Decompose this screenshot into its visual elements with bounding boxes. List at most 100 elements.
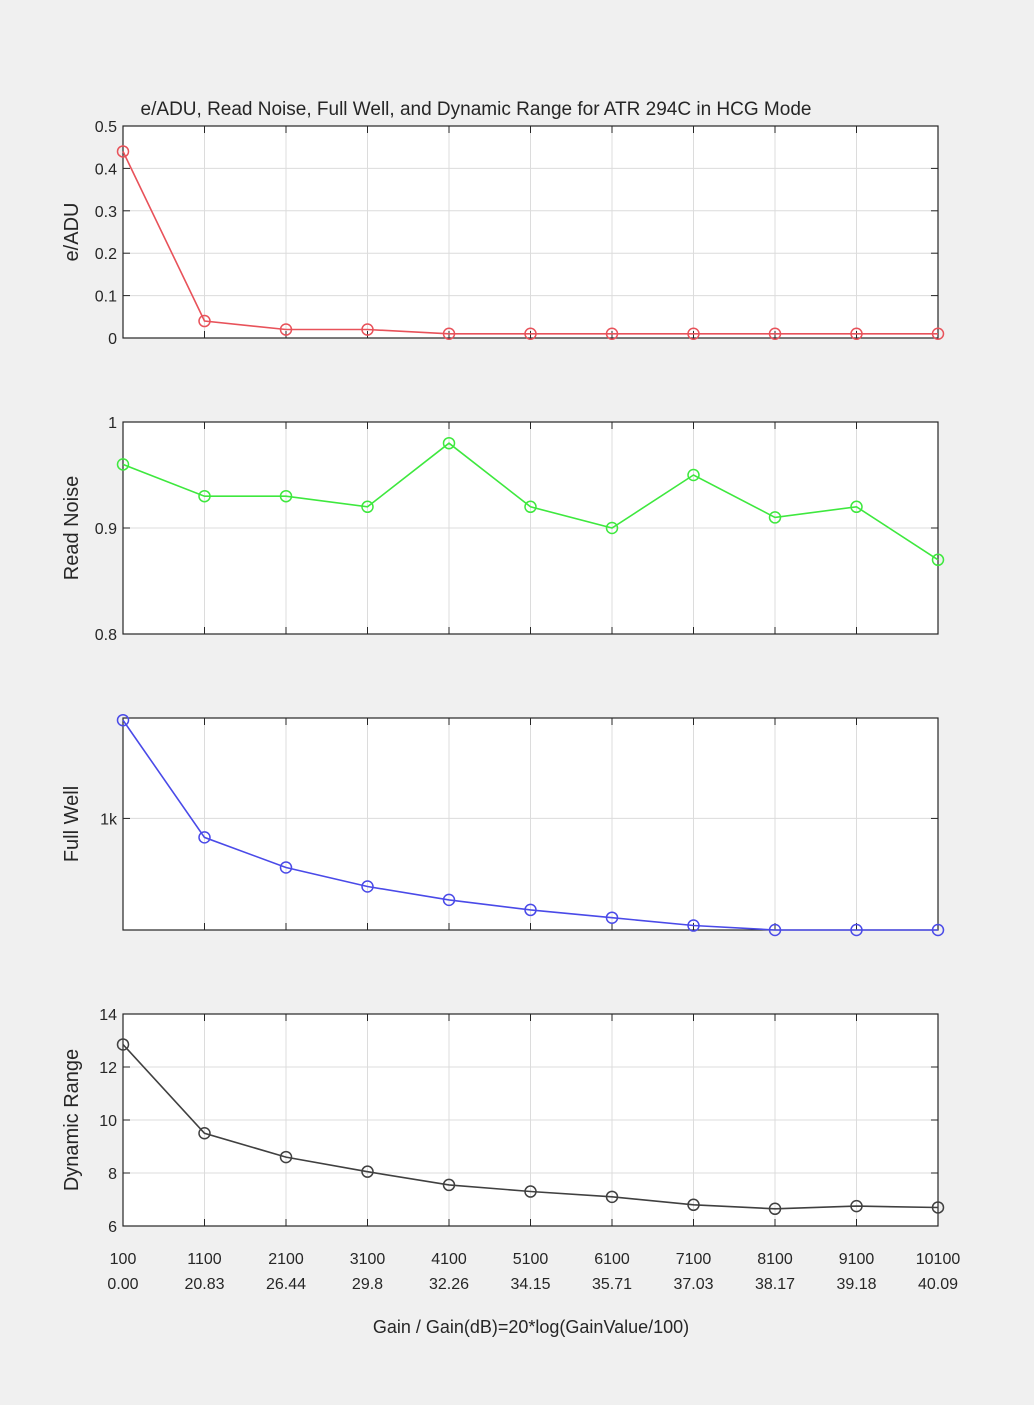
x-tick-label: 10100 — [916, 1251, 961, 1268]
axes-box — [122, 717, 939, 931]
y-tick-label: 0.1 — [95, 289, 117, 306]
x-tick-label-db: 39.18 — [836, 1276, 876, 1293]
axes-box — [122, 1013, 939, 1227]
x-tick-label: 3100 — [350, 1251, 386, 1268]
data-point — [931, 553, 945, 567]
data-point — [687, 327, 700, 341]
axes-box — [122, 125, 939, 339]
x-tick-label: 7100 — [676, 1251, 712, 1268]
x-tick-label: 6100 — [594, 1251, 630, 1268]
series-line — [122, 442, 939, 561]
x-tick-label-db: 20.83 — [184, 1276, 224, 1293]
data-point — [768, 327, 782, 341]
data-point — [605, 911, 619, 924]
y-tick-label: 0 — [108, 331, 117, 348]
y-tick-label: 1k — [100, 811, 118, 828]
data-point — [768, 923, 782, 937]
subplot-1: 0 0.1 0.2 0.3 0.4 0.5 e/ADU — [61, 119, 945, 348]
data-point — [768, 1202, 782, 1216]
data-point — [524, 903, 537, 917]
y-tick-label: 0.3 — [95, 204, 117, 221]
x-tick-label: 5100 — [513, 1251, 549, 1268]
data-point — [361, 880, 374, 893]
data-point — [850, 500, 863, 514]
data-point — [687, 468, 700, 482]
data-point — [850, 923, 863, 937]
data-point — [116, 1038, 130, 1051]
y-tick-label: 0.8 — [95, 627, 117, 644]
data-point — [279, 323, 293, 336]
series-line — [122, 151, 938, 335]
data-point — [279, 861, 293, 874]
data-point — [442, 1178, 456, 1192]
y-tick-label: 14 — [99, 1007, 117, 1024]
x-tick-label-db: 35.71 — [592, 1276, 632, 1293]
data-point — [198, 314, 211, 328]
y-axis-label: Dynamic Range — [61, 1049, 83, 1191]
data-point — [442, 327, 456, 341]
figure-title: e/ADU, Read Noise, Full Well, and Dynami… — [141, 99, 812, 120]
data-point — [279, 489, 293, 503]
y-tick-label: 1 — [108, 415, 117, 432]
series-line — [122, 1043, 939, 1210]
x-tick-label: 8100 — [757, 1251, 793, 1268]
y-tick-label: 0.4 — [95, 161, 117, 178]
data-point — [361, 1165, 374, 1178]
x-axis-label: Gain / Gain(dB)=20*log(GainValue/100) — [373, 1317, 689, 1337]
data-point — [931, 327, 945, 341]
y-tick-label: 10 — [99, 1113, 117, 1130]
x-tick-label: 4100 — [431, 1251, 467, 1268]
subplot-4: 6 8 10 12 14 Dynamic Range 100 0.00 1100 20.83 210… — [61, 1007, 960, 1293]
data-point — [687, 919, 700, 932]
data-point — [198, 1127, 211, 1140]
data-point — [198, 831, 211, 844]
x-tick-label-db: 32.26 — [429, 1276, 469, 1293]
x-tick-label: 9100 — [839, 1251, 875, 1268]
data-point — [361, 500, 374, 514]
data-point — [605, 327, 619, 341]
data-point — [605, 1190, 619, 1204]
data-point — [524, 327, 537, 341]
data-point — [850, 327, 863, 341]
subplot-2: 0.8 0.9 1 Read Noise — [61, 415, 945, 644]
y-tick-label: 0.9 — [95, 521, 117, 538]
y-tick-label: 0.5 — [95, 119, 117, 136]
x-tick-label-db: 38.17 — [755, 1276, 795, 1293]
y-axis-label: Full Well — [61, 786, 83, 862]
y-axis-label: Read Noise — [61, 476, 83, 581]
data-point — [524, 1185, 537, 1198]
data-point — [687, 1198, 700, 1212]
data-point — [442, 893, 456, 907]
y-tick-label: 8 — [108, 1166, 117, 1183]
y-tick-label: 12 — [99, 1060, 117, 1077]
data-point — [442, 436, 456, 450]
data-point — [116, 145, 130, 158]
data-point — [116, 458, 130, 471]
data-point — [116, 713, 130, 727]
data-point — [361, 323, 374, 336]
x-tick-label-db: 0.00 — [107, 1276, 138, 1293]
data-point — [931, 1201, 945, 1214]
data-point — [850, 1199, 863, 1213]
x-tick-label: 2100 — [268, 1251, 304, 1268]
data-point — [198, 489, 211, 503]
x-tick-label-db: 40.09 — [918, 1276, 958, 1293]
y-axis-label: e/ADU — [61, 203, 83, 262]
data-point — [931, 923, 945, 937]
x-tick-label: 1100 — [187, 1251, 222, 1268]
axes-box — [122, 421, 939, 635]
x-tick-label-db: 26.44 — [266, 1276, 306, 1293]
data-point — [768, 511, 782, 524]
data-point — [524, 500, 537, 514]
x-tick-label-db: 29.8 — [352, 1276, 383, 1293]
x-tick-label-db: 37.03 — [673, 1276, 713, 1293]
data-point — [279, 1150, 293, 1164]
x-tick-label: 100 — [110, 1251, 137, 1268]
x-tick-label-db: 34.15 — [510, 1276, 550, 1293]
y-tick-label: 6 — [108, 1219, 117, 1236]
data-point — [605, 521, 619, 535]
subplot-3: 1k Full Well — [61, 713, 945, 937]
series-line — [122, 719, 938, 931]
